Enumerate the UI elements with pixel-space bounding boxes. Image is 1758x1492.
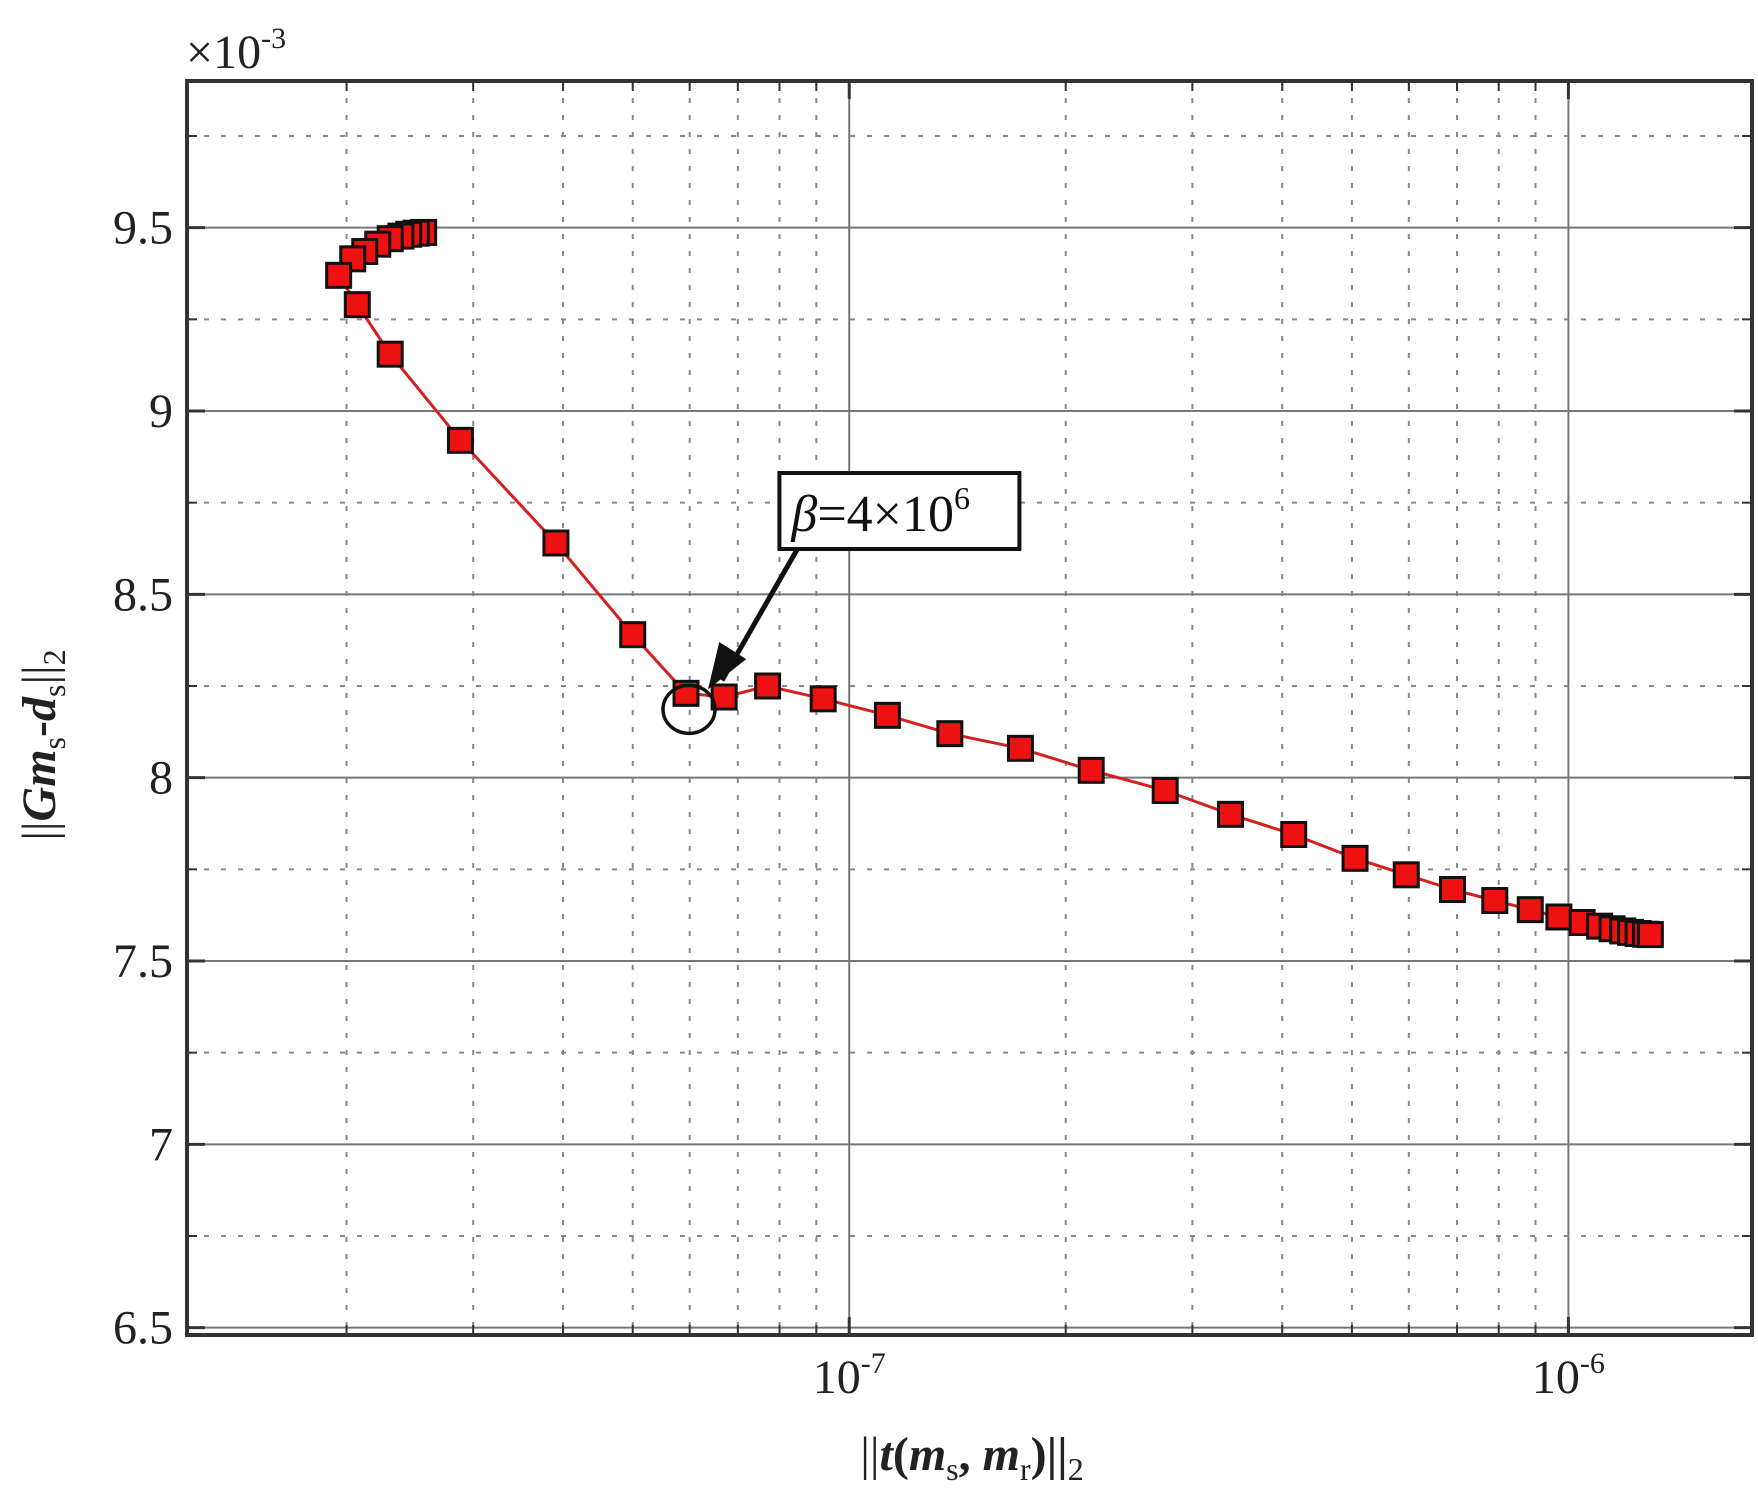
x-axis-label: ||t(ms, mr)||2 bbox=[860, 1428, 1083, 1487]
data-point-marker bbox=[936, 720, 964, 748]
x-tick-label: 10-7 bbox=[813, 1347, 886, 1404]
data-point-marker bbox=[1217, 800, 1245, 828]
y-tick-label: 6.5 bbox=[113, 1302, 173, 1355]
data-point-marker bbox=[1545, 903, 1573, 931]
data-point-marker bbox=[1481, 887, 1509, 914]
annotation-layer: β=4×106 bbox=[661, 471, 1022, 736]
data-point-marker bbox=[1341, 844, 1369, 872]
data-point-marker bbox=[343, 291, 371, 319]
data-point-marker bbox=[1516, 896, 1544, 924]
data-point-marker bbox=[376, 340, 404, 368]
annotation-box bbox=[777, 471, 1022, 551]
data-point-marker bbox=[1439, 876, 1467, 903]
data-point-marker bbox=[754, 672, 782, 700]
data-point-marker bbox=[809, 685, 837, 713]
data-point-marker bbox=[1636, 921, 1664, 949]
plot-frame bbox=[185, 79, 1754, 1337]
data-point-marker bbox=[1077, 756, 1105, 784]
grid bbox=[187, 81, 1752, 1335]
y-tick-label: 7.5 bbox=[113, 935, 173, 988]
data-point-marker bbox=[446, 426, 474, 454]
y-tick-label: 9.5 bbox=[113, 202, 173, 255]
data-point-marker bbox=[1392, 861, 1420, 889]
y-tick-label: 8.5 bbox=[113, 568, 173, 621]
data-point-marker bbox=[1006, 734, 1034, 762]
y-multiplier-base: ×10 bbox=[186, 26, 261, 79]
annotation-arrow-head bbox=[708, 641, 747, 690]
series-line bbox=[336, 230, 1651, 937]
x-tick-label: 10-6 bbox=[1532, 1347, 1605, 1404]
ticks-layer: 6.5 7 7.5 8 8.5 9 9.5 10-7 10-6 bbox=[113, 81, 1752, 1404]
y-axis-label: ||Gms-ds||2 bbox=[13, 649, 72, 840]
annotation-label: β=4×106 bbox=[790, 480, 970, 543]
annotation-circle bbox=[661, 683, 717, 736]
data-point-marker bbox=[619, 621, 647, 649]
data-point-marker bbox=[1151, 777, 1179, 804]
y-multiplier-label: ×10-3 bbox=[186, 22, 286, 79]
series-layer bbox=[325, 218, 1664, 949]
data-point-marker bbox=[542, 529, 570, 557]
y-multiplier-exponent: -3 bbox=[261, 22, 286, 55]
data-point-marker bbox=[325, 261, 353, 289]
y-tick-label: 7 bbox=[149, 1118, 173, 1171]
data-point-marker bbox=[873, 701, 901, 729]
data-point-marker bbox=[1280, 821, 1308, 848]
y-tick-label: 8 bbox=[149, 752, 173, 805]
y-tick-label: 9 bbox=[149, 385, 173, 438]
